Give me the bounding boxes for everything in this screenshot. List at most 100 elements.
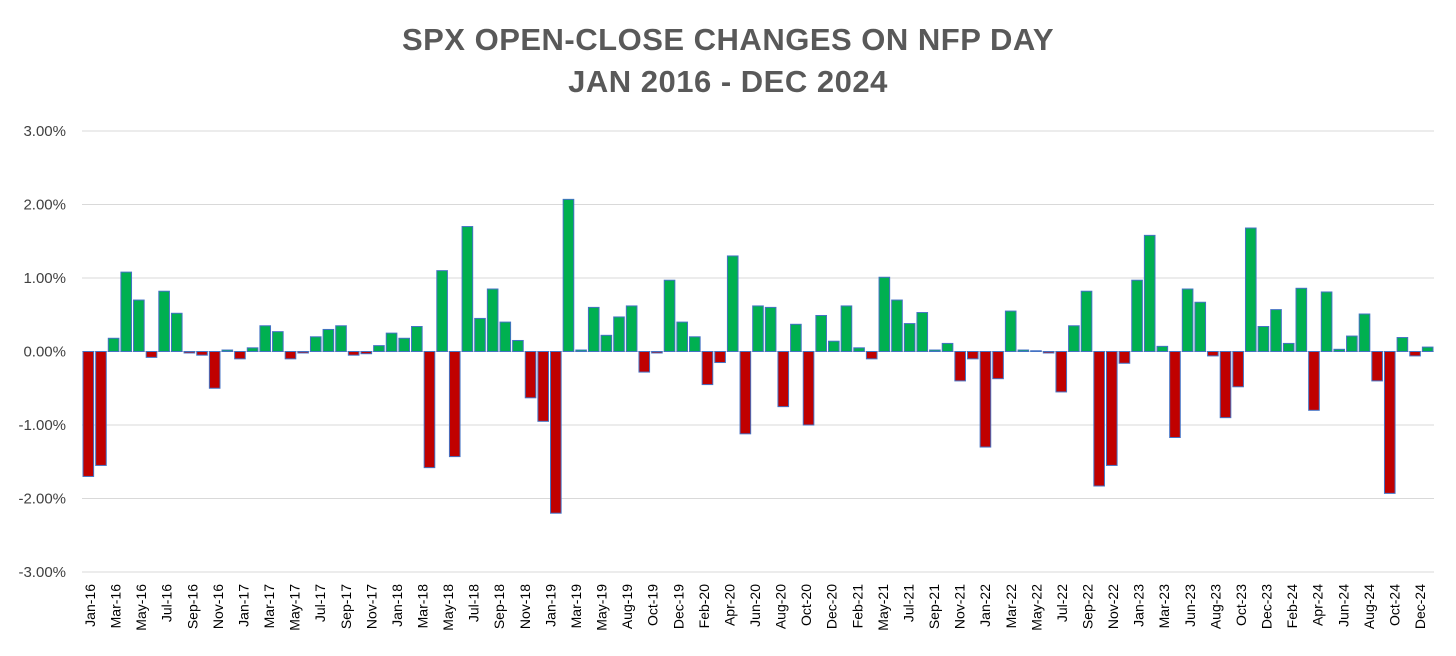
x-tick-label: Dec-20 xyxy=(824,584,840,629)
x-tick-label: Feb-20 xyxy=(696,584,712,629)
x-tick-label: Feb-24 xyxy=(1284,584,1300,629)
x-tick-label: Sep-16 xyxy=(184,584,200,629)
bar xyxy=(853,347,865,352)
bar xyxy=(234,351,246,360)
bar xyxy=(1105,351,1118,466)
bar xyxy=(600,334,613,352)
bar xyxy=(865,351,878,360)
bar xyxy=(1244,227,1257,353)
x-tick-label: Mar-18 xyxy=(415,584,431,629)
x-tick-label: Oct-20 xyxy=(798,584,814,626)
bar xyxy=(562,198,575,352)
bar xyxy=(689,336,701,352)
bar xyxy=(1320,291,1333,352)
bar xyxy=(1270,309,1282,352)
x-tick-label: May-16 xyxy=(133,584,149,631)
bar xyxy=(550,351,562,514)
bar xyxy=(1333,348,1346,352)
bar xyxy=(411,326,423,353)
bar xyxy=(486,288,499,352)
bar xyxy=(1308,351,1320,411)
x-tick-label: Nov-18 xyxy=(517,584,533,629)
bar xyxy=(284,351,297,360)
bar xyxy=(120,271,133,352)
bar xyxy=(752,305,764,352)
x-tick-label: May-17 xyxy=(287,584,303,631)
x-tick-label: May-18 xyxy=(440,584,456,631)
x-tick-label: Feb-21 xyxy=(849,584,865,629)
bar xyxy=(221,349,234,352)
bar xyxy=(828,340,840,352)
x-tick-label: Oct-19 xyxy=(645,584,661,626)
bar xyxy=(739,351,752,435)
bar xyxy=(1282,342,1295,353)
bar xyxy=(777,351,790,408)
x-tick-label: Mar-16 xyxy=(108,584,124,629)
x-tick-label: Sep-17 xyxy=(338,584,354,629)
x-tick-label: Aug-24 xyxy=(1361,584,1377,629)
x-tick-label: Mar-19 xyxy=(568,584,584,629)
x-tick-label: Jan-18 xyxy=(389,584,405,627)
x-tick-label: May-19 xyxy=(594,584,610,631)
x-tick-label: Mar-17 xyxy=(261,584,277,629)
bar xyxy=(474,317,486,353)
bar xyxy=(815,314,827,352)
bar xyxy=(208,351,221,389)
bar xyxy=(878,276,891,353)
bar xyxy=(259,325,272,352)
bar xyxy=(1080,290,1093,353)
x-tick-label: Jan-16 xyxy=(82,584,98,627)
x-tick-label: Jul-21 xyxy=(901,584,917,622)
x-tick-label: Nov-22 xyxy=(1105,584,1121,629)
bar xyxy=(423,351,436,469)
bar xyxy=(651,351,663,354)
bar xyxy=(903,323,916,353)
y-tick-label: 3.00% xyxy=(23,123,66,140)
bar xyxy=(1017,349,1030,352)
bar xyxy=(1093,351,1105,487)
x-tick-label: Sep-18 xyxy=(491,584,507,629)
x-tick-label: Jan-23 xyxy=(1131,584,1147,627)
bar xyxy=(1156,345,1169,352)
chart-title: SPX OPEN-CLOSE CHANGES ON NFP DAY xyxy=(401,22,1055,57)
bar xyxy=(1207,351,1219,357)
y-tick-label: -2.00% xyxy=(18,491,66,508)
bar xyxy=(385,332,398,353)
x-tick-label: Jul-22 xyxy=(1054,584,1070,622)
bar xyxy=(1118,351,1131,364)
x-tick-label: May-21 xyxy=(875,584,891,631)
x-tick-label: Jul-17 xyxy=(312,584,328,622)
x-tick-label: Aug-19 xyxy=(619,584,635,629)
x-tick-label: Apr-20 xyxy=(721,584,737,626)
bar xyxy=(1396,337,1409,352)
x-tick-label: Sep-22 xyxy=(1080,584,1096,629)
bar xyxy=(587,306,600,352)
bar xyxy=(1030,350,1042,353)
bar xyxy=(638,351,651,373)
bar xyxy=(613,316,625,352)
x-tick-label: Oct-23 xyxy=(1233,584,1249,626)
bar xyxy=(196,351,208,356)
x-tick-label: Jul-18 xyxy=(466,584,482,622)
x-tick-label: Sep-21 xyxy=(926,584,942,629)
bar-series xyxy=(82,198,1434,514)
x-tick-label: Oct-24 xyxy=(1386,584,1402,626)
x-tick-label: Dec-19 xyxy=(670,584,686,629)
bar xyxy=(499,321,512,353)
bar xyxy=(1131,279,1143,352)
y-tick-label: 0.00% xyxy=(23,344,66,361)
bar xyxy=(1068,325,1080,352)
bar xyxy=(802,351,815,426)
bar xyxy=(1257,326,1270,353)
bar xyxy=(701,351,714,386)
y-tick-label: -1.00% xyxy=(18,417,66,434)
bar xyxy=(967,351,979,360)
bar xyxy=(95,351,107,466)
bar xyxy=(941,342,954,353)
x-tick-label: Aug-23 xyxy=(1207,584,1223,629)
x-tick-label: Aug-20 xyxy=(773,584,789,629)
bar xyxy=(1371,351,1383,382)
x-tick-label: Nov-17 xyxy=(363,584,379,629)
bar xyxy=(1421,346,1434,352)
bar xyxy=(347,351,360,356)
